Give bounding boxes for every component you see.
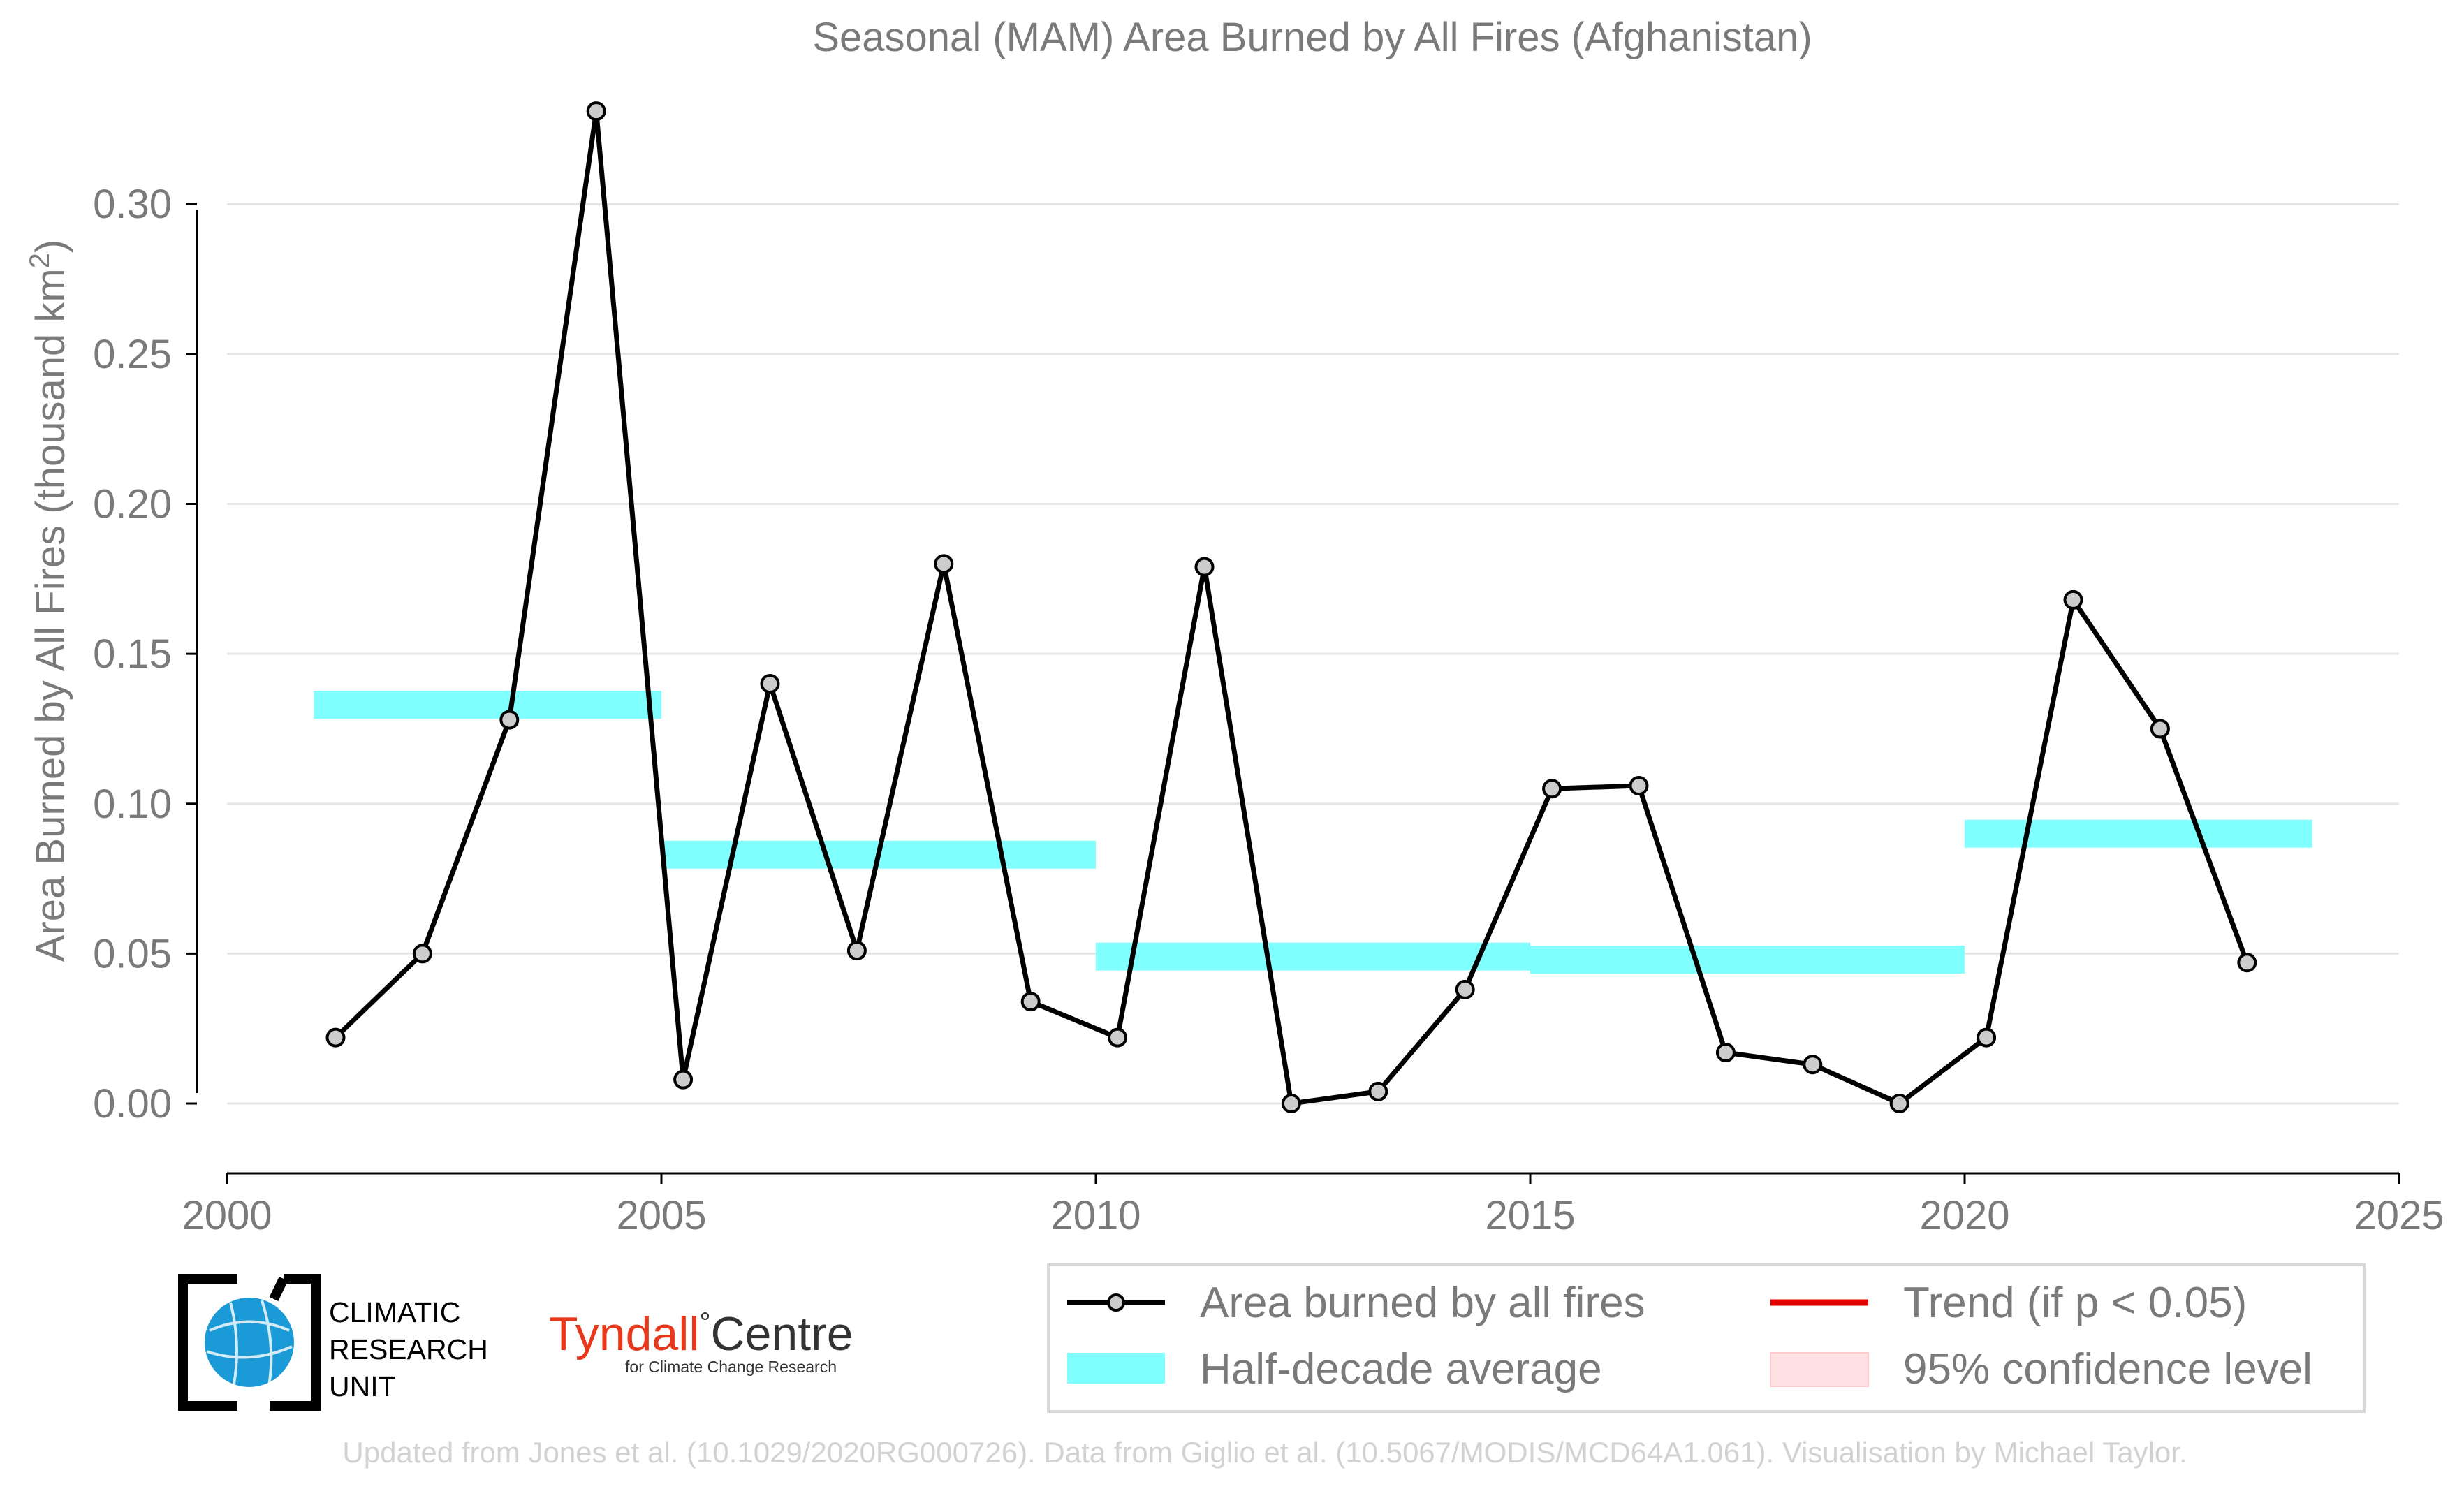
cru-logo-line-3: UNIT	[329, 1370, 396, 1402]
x-ticks: 2000 2005 2010 2015 2020 2025	[182, 1173, 2444, 1238]
cru-logo-slash	[269, 1276, 288, 1302]
x-tick-label: 2015	[1485, 1193, 1575, 1238]
tyndall-logo-main: Tyndall°Centre	[549, 1307, 853, 1360]
half-decade-average-band	[314, 691, 661, 719]
legend-label-half-decade: Half-decade average	[1200, 1345, 1602, 1393]
half-decade-average-bands	[314, 691, 2312, 974]
y-tick-label: 0.05	[93, 931, 172, 976]
legend-box	[1047, 1263, 2366, 1413]
data-point	[1889, 1094, 1909, 1114]
y-axis-label: Area Burned by All Fires (thousand km2)	[24, 240, 73, 962]
x-tick-label: 2010	[1050, 1193, 1141, 1238]
cru-logo-bracket-right	[270, 1274, 321, 1411]
data-point	[2063, 589, 2083, 610]
data-point	[2150, 719, 2170, 739]
cru-logo-line-1: CLIMATIC	[329, 1296, 460, 1328]
data-point	[1715, 1043, 1736, 1063]
data-point	[760, 674, 780, 694]
gridlines	[227, 203, 2399, 1105]
y-axis-label-main: Area Burned by All Fires (thousand km	[28, 268, 73, 962]
data-point	[586, 101, 606, 122]
half-decade-average-band	[1096, 942, 1530, 971]
cru-globe-lines	[206, 1300, 293, 1386]
data-point	[673, 1069, 694, 1090]
legend: Area burned by all fires Trend (if p < 0…	[1047, 1263, 2366, 1413]
tyndall-logo-word: Tyndall	[549, 1307, 699, 1360]
data-point	[1977, 1027, 1997, 1048]
data-point	[1368, 1081, 1388, 1101]
tyndall-logo-centre: Centre	[710, 1307, 853, 1360]
y-tick-label: 0.25	[93, 332, 172, 377]
data-point	[846, 941, 867, 961]
data-point	[499, 710, 520, 730]
legend-marker-area-burned	[1107, 1293, 1125, 1312]
data-point	[1281, 1094, 1301, 1114]
x-tick-label: 2020	[1919, 1193, 2009, 1238]
data-point	[412, 944, 432, 964]
tyndall-logo: Tyndall°Centre for Climate Change Resear…	[549, 1307, 853, 1376]
data-point	[325, 1027, 346, 1048]
plot-area: 0.00 0.05 0.10 0.15 0.20 0.25 0.30 2000 2005 201…	[93, 101, 2444, 1238]
cru-globe-icon	[205, 1298, 294, 1387]
chart-title: Seasonal (MAM) Area Burned by All Fires …	[812, 15, 1812, 60]
data-point	[2237, 953, 2257, 973]
half-decade-average-band	[1530, 945, 1965, 974]
y-axis-label-superscript: 2	[24, 253, 55, 268]
legend-swatch-confidence	[1770, 1352, 1869, 1387]
data-point	[1455, 979, 1475, 999]
tyndall-logo-degree: °	[699, 1307, 710, 1338]
data-point	[934, 554, 954, 574]
cru-logo-bracket-left	[178, 1274, 237, 1411]
y-tick-label: 0.30	[93, 182, 172, 227]
data-point	[1108, 1027, 1128, 1048]
half-decade-average-band	[1965, 819, 2312, 848]
data-point	[1020, 992, 1041, 1012]
x-tick-label: 2000	[182, 1193, 272, 1238]
tyndall-logo-subtitle: for Climate Change Research	[625, 1358, 837, 1376]
cru-logo-line-2: RESEARCH	[329, 1333, 488, 1365]
y-tick-label: 0.20	[93, 482, 172, 527]
data-point	[1803, 1055, 1823, 1075]
footer-credits: Updated from Jones et al. (10.1029/2020R…	[342, 1436, 2187, 1469]
legend-label-confidence: 95% confidence level	[1903, 1345, 2312, 1393]
legend-label-trend: Trend (if p < 0.05)	[1903, 1279, 2247, 1327]
x-tick-label: 2005	[616, 1193, 706, 1238]
x-tick-label: 2025	[2354, 1193, 2444, 1238]
data-point	[1194, 557, 1215, 577]
cru-logo: CLIMATIC RESEARCH UNIT	[178, 1274, 488, 1411]
y-tick-label: 0.00	[93, 1081, 172, 1127]
data-point	[1542, 779, 1562, 799]
legend-swatch-half-decade	[1067, 1353, 1165, 1384]
y-ticks: 0.00 0.05 0.10 0.15 0.20 0.25 0.30	[93, 182, 197, 1127]
data-point	[1629, 776, 1649, 796]
series-points	[325, 101, 2257, 1114]
y-tick-label: 0.10	[93, 782, 172, 827]
legend-label-area-burned: Area burned by all fires	[1200, 1279, 1645, 1327]
y-tick-label: 0.15	[93, 631, 172, 677]
y-axis-label-end: )	[28, 240, 73, 253]
